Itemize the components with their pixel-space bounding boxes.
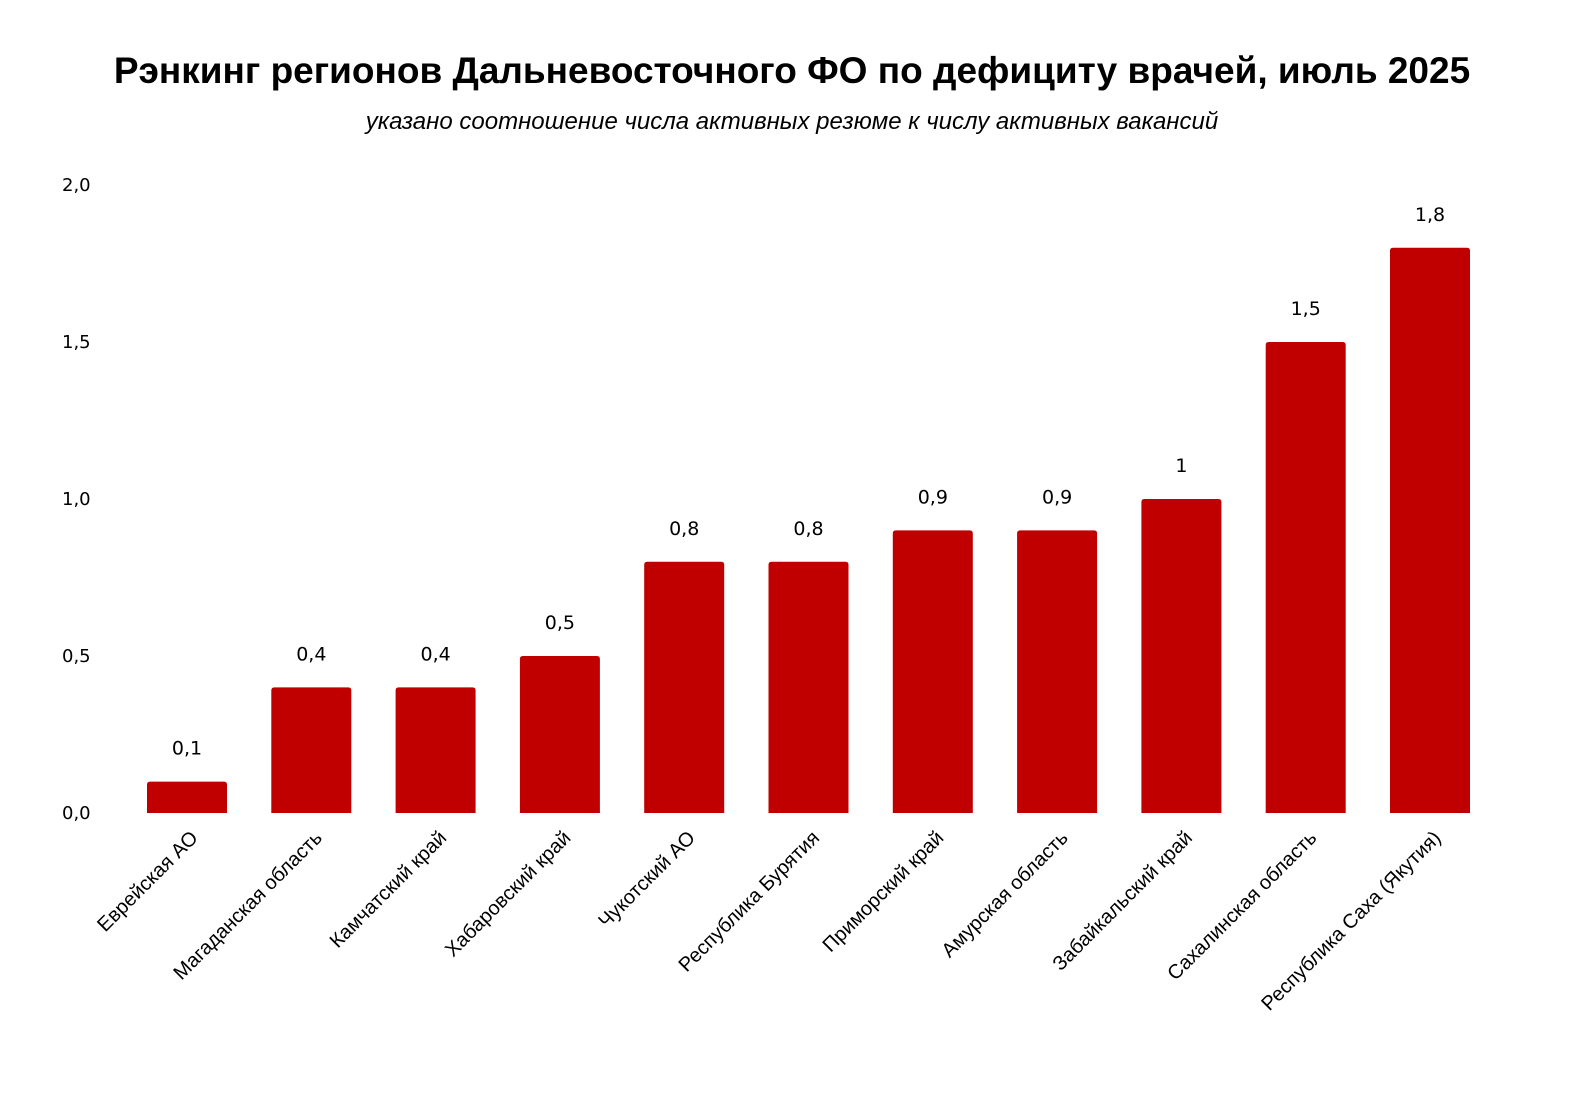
data-label: 0,8 (669, 518, 699, 540)
bar (1017, 530, 1098, 813)
bar (395, 687, 476, 813)
chart-subtitle: указано соотношение числа активных резюм… (365, 108, 1219, 135)
y-tick-label: 1,5 (62, 332, 91, 353)
bar (147, 781, 227, 813)
bar (644, 561, 725, 813)
bar (1390, 247, 1470, 814)
bar (768, 561, 849, 813)
bar (271, 687, 352, 813)
y-tick-label: 0,5 (62, 646, 91, 667)
bar (1141, 499, 1222, 813)
data-label: 1 (1175, 455, 1187, 477)
x-tick-label: Амурская область (938, 827, 1073, 962)
bar (892, 530, 973, 813)
x-tick-label: Приморский край (819, 827, 949, 957)
data-label: 1,5 (1291, 298, 1321, 320)
data-label: 0,5 (545, 612, 575, 634)
chart-title: Рэнкинг регионов Дальневосточного ФО по … (113, 50, 1471, 91)
y-tick-label: 2,0 (62, 175, 91, 196)
x-tick-label: Забайкальский край (1049, 827, 1197, 975)
x-tick-label: Камчатский край (326, 827, 451, 952)
x-tick-label: Республика Бурятия (675, 827, 824, 976)
data-label: 1,8 (1415, 204, 1445, 226)
data-label: 0,1 (172, 738, 202, 760)
x-tick-label: Еврейская АО (93, 827, 202, 936)
y-tick-label: 0,0 (62, 803, 91, 824)
data-label: 0,8 (793, 518, 823, 540)
x-tick-label: Хабаровский край (441, 827, 575, 961)
data-label: 0,4 (420, 643, 450, 665)
data-label: 0,9 (1042, 486, 1072, 508)
bar (519, 656, 600, 813)
bar (1265, 342, 1346, 813)
data-label: 0,9 (918, 486, 948, 508)
data-label: 0,4 (296, 643, 326, 665)
y-tick-label: 1,0 (62, 489, 91, 510)
x-tick-label: Чукотский АО (594, 827, 699, 932)
